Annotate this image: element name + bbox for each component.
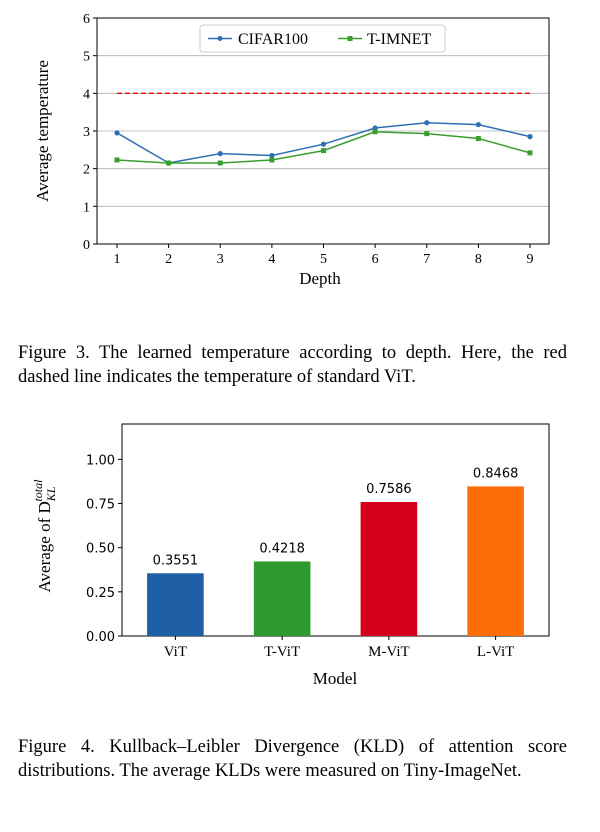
y-tick-label: 0.50 bbox=[86, 542, 115, 557]
data-point-t-imnet bbox=[424, 131, 430, 137]
x-tick-label: 8 bbox=[475, 252, 482, 267]
data-point-cifar100 bbox=[475, 121, 481, 128]
y-tick-label: 2 bbox=[83, 163, 90, 178]
y-tick-label: 4 bbox=[83, 87, 90, 102]
legend: CIFAR100 T-IMNET bbox=[199, 24, 446, 53]
x-tick-label: 2 bbox=[165, 252, 172, 267]
x-tick-label: 7 bbox=[423, 252, 430, 267]
x-tick-label: ViT bbox=[164, 644, 187, 660]
data-point-t-imnet bbox=[217, 160, 223, 166]
data-point-t-imnet bbox=[321, 148, 326, 154]
y-tick-label: 1.00 bbox=[86, 453, 115, 468]
grid-lines bbox=[97, 55, 549, 207]
x-tick-label: 1 bbox=[114, 252, 121, 267]
plot-frame bbox=[121, 423, 550, 637]
series-group bbox=[114, 120, 533, 166]
data-point-cifar100 bbox=[217, 151, 223, 157]
data-point-t-imnet bbox=[527, 150, 533, 156]
legend-label-cifar100: CIFAR100 bbox=[238, 31, 308, 48]
legend-box bbox=[199, 24, 446, 53]
bar-m-vit bbox=[360, 501, 418, 636]
bars-group bbox=[147, 486, 524, 636]
y-tick-label: 0.25 bbox=[86, 586, 115, 601]
value-label-m-vit: 0.7586 bbox=[366, 482, 412, 497]
temperature-line-chart: 1 2 3 4 5 6 7 8 9 0 1 2 3 4 5 6 CIFAR100 T-IMNET Depth… bbox=[33, 12, 550, 288]
data-point-t-imnet bbox=[114, 157, 120, 163]
y-tick-label: 6 bbox=[83, 12, 90, 27]
legend-label-timnet: T-IMNET bbox=[367, 31, 432, 48]
legend-marker-timnet bbox=[347, 36, 353, 41]
y-tick-label: 0.75 bbox=[86, 498, 115, 513]
y-tick-labels: 0.00 0.25 0.50 0.75 1.00 bbox=[86, 453, 122, 645]
data-point-t-imnet bbox=[166, 160, 172, 166]
x-tick-labels: ViT T-ViT M-ViT L-ViT bbox=[164, 636, 514, 660]
x-tick-label: 4 bbox=[268, 252, 275, 267]
y-axis-label-sub: KL bbox=[44, 486, 58, 502]
x-tick-label: L-ViT bbox=[477, 644, 514, 660]
series-line-t-imnet bbox=[116, 130, 531, 164]
x-tick-label: T-ViT bbox=[264, 644, 300, 660]
y-axis-label-sup: total bbox=[31, 479, 45, 502]
value-label-l-vit: 0.8468 bbox=[473, 466, 519, 481]
value-labels: 0.3551 0.4218 0.7586 0.8468 bbox=[153, 466, 519, 568]
x-tick-label: 9 bbox=[527, 252, 534, 267]
y-axis-label: Average temperature bbox=[33, 60, 52, 202]
data-point-cifar100 bbox=[424, 120, 430, 126]
data-point-cifar100 bbox=[527, 134, 533, 140]
y-tick-labels: 0 1 2 3 4 5 6 bbox=[83, 12, 97, 253]
x-tick-label: 5 bbox=[320, 252, 327, 267]
y-axis-label: Average of DKLtotal bbox=[31, 479, 58, 593]
y-tick-label: 5 bbox=[83, 50, 90, 65]
value-label-t-vit: 0.4218 bbox=[259, 541, 305, 556]
x-tick-label: 6 bbox=[372, 252, 379, 267]
x-axis-label: Depth bbox=[299, 269, 341, 288]
kld-bar-chart: 0.3551 0.4218 0.7586 0.8468 ViT T-ViT M-ViT L-… bbox=[31, 423, 550, 688]
x-tick-label: 3 bbox=[217, 252, 224, 267]
bar-t-vit bbox=[253, 561, 311, 636]
data-point-t-imnet bbox=[269, 157, 275, 163]
y-tick-label: 0.00 bbox=[86, 630, 115, 645]
data-point-cifar100 bbox=[320, 141, 327, 147]
bar-l-vit bbox=[467, 486, 524, 636]
figure-3-caption: Figure 3. The learned temperature accord… bbox=[18, 343, 567, 387]
legend-marker-cifar100 bbox=[217, 36, 223, 41]
data-point-cifar100 bbox=[269, 152, 275, 159]
data-point-t-imnet bbox=[475, 136, 481, 142]
data-point-cifar100 bbox=[114, 130, 120, 136]
data-point-t-imnet bbox=[372, 129, 378, 135]
y-axis-label-prefix: Average of D bbox=[35, 501, 54, 592]
x-tick-labels: 1 2 3 4 5 6 7 8 9 bbox=[114, 244, 534, 267]
y-tick-label: 1 bbox=[83, 200, 90, 215]
bar-vit bbox=[147, 573, 204, 636]
value-label-vit: 0.3551 bbox=[153, 553, 199, 568]
x-tick-label: M-ViT bbox=[368, 644, 410, 660]
y-tick-label: 0 bbox=[83, 238, 90, 253]
x-axis-label: Model bbox=[313, 669, 358, 688]
figure-4-caption: Figure 4. Kullback–Leibler Divergence (K… bbox=[18, 737, 567, 781]
y-tick-label: 3 bbox=[83, 125, 90, 140]
